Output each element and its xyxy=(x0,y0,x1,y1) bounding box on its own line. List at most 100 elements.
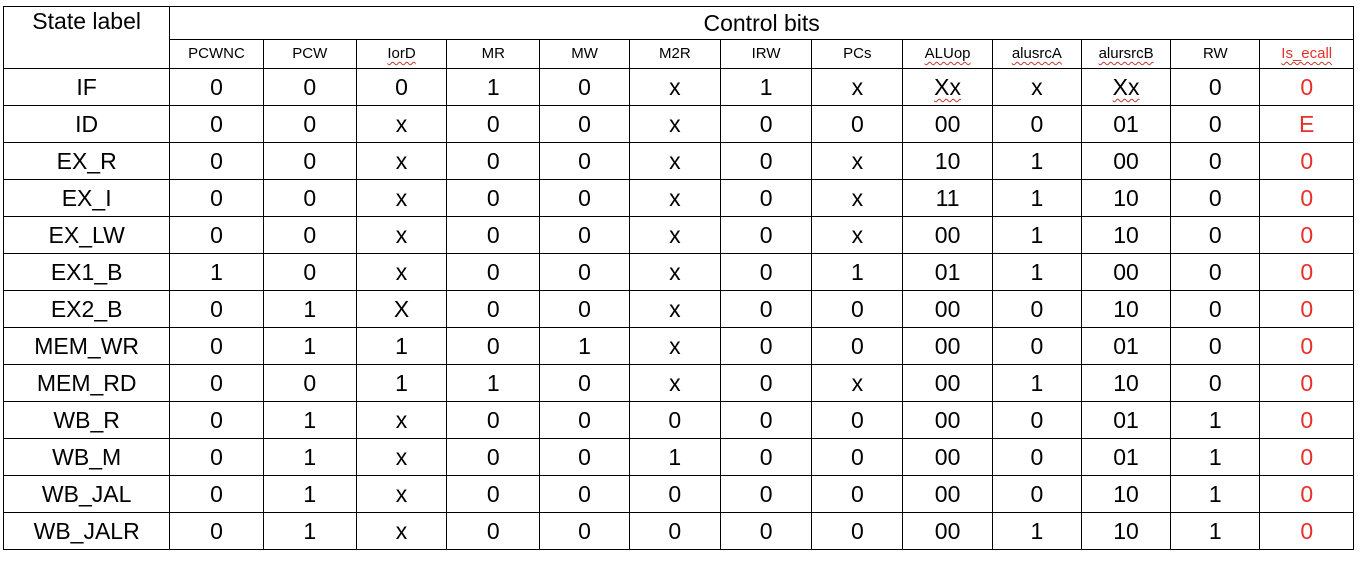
control-bit-cell: 0 xyxy=(446,401,541,439)
control-bit-value: 0 xyxy=(668,407,682,433)
state-label-cell: MEM_RD xyxy=(2,364,171,402)
control-bit-value: 1 xyxy=(1030,370,1044,396)
control-bit-value: 0 xyxy=(210,370,223,396)
column-header-label: Is_ecall xyxy=(1281,45,1333,62)
control-bit-cell: 0 xyxy=(991,438,1082,476)
control-bit-cell: x xyxy=(628,68,721,106)
control-bit-cell: 0 xyxy=(262,179,357,217)
control-bit-cell: 00 xyxy=(902,216,993,254)
control-bit-value: 00 xyxy=(934,481,961,507)
control-bit-value: x xyxy=(669,333,681,359)
control-bit-value: 0 xyxy=(578,185,591,211)
column-header-pcs: PCs xyxy=(811,39,904,69)
control-bit-cell: 0 xyxy=(1170,216,1261,254)
control-bit-cell: 0 xyxy=(446,142,541,180)
control-bit-value: 1 xyxy=(303,333,317,359)
control-bit-value: 1 xyxy=(486,74,500,100)
control-bit-cell: 01 xyxy=(902,253,993,291)
control-bit-value: 0 xyxy=(759,296,773,322)
control-bit-cell: 0 xyxy=(1259,68,1354,106)
control-bit-value: 0 xyxy=(1300,185,1314,211)
control-bit-value: 0 xyxy=(1208,296,1222,322)
control-bit-cell: 0 xyxy=(539,401,630,439)
control-bit-value: 0 xyxy=(850,444,864,470)
state-label-cell: WB_M xyxy=(2,438,171,476)
control-bit-value: Xx xyxy=(1112,74,1140,100)
control-bit-value: 1 xyxy=(1030,518,1044,544)
control-bit-cell: 0 xyxy=(991,401,1082,439)
control-bit-value: x xyxy=(1031,74,1043,100)
control-bit-cell: 0 xyxy=(169,142,264,180)
control-bit-cell: x xyxy=(628,179,721,217)
control-bit-value: 0 xyxy=(759,481,773,507)
control-bit-cell: 00 xyxy=(902,401,993,439)
column-header-mr: MR xyxy=(446,39,541,69)
control-bit-value: 0 xyxy=(668,481,682,507)
control-bit-cell: x xyxy=(811,179,904,217)
control-bit-cell: 0 xyxy=(169,512,264,550)
control-bit-value: 0 xyxy=(1300,518,1314,544)
control-bit-value: 0 xyxy=(486,185,500,211)
control-bit-cell: x xyxy=(811,216,904,254)
control-bit-value: 0 xyxy=(1300,296,1314,322)
control-bit-value: 1 xyxy=(1030,222,1044,248)
column-header-alursrcb: alursrcB xyxy=(1080,39,1172,69)
control-bit-cell: 0 xyxy=(719,290,813,328)
control-bit-cell: 0 xyxy=(991,475,1082,513)
control-bit-cell: 0 xyxy=(539,68,630,106)
control-bit-cell: 00 xyxy=(902,105,993,143)
control-bit-value: 0 xyxy=(759,518,773,544)
control-bit-value: 1 xyxy=(303,296,317,322)
control-bit-value: 0 xyxy=(1208,185,1222,211)
control-bit-value: 0 xyxy=(486,444,500,470)
control-bit-value: 0 xyxy=(578,296,591,322)
control-bit-cell: 0 xyxy=(811,512,904,550)
control-bit-cell: x xyxy=(628,216,721,254)
control-bit-value: 0 xyxy=(303,74,317,100)
control-bit-cell: x xyxy=(355,142,448,180)
control-bit-cell: 0 xyxy=(1259,216,1354,254)
control-bit-value: 01 xyxy=(1113,333,1139,359)
control-bit-value: 1 xyxy=(303,407,317,433)
control-bit-cell: 0 xyxy=(446,475,541,513)
control-bit-value: 0 xyxy=(1300,481,1314,507)
control-bit-value: 0 xyxy=(850,518,864,544)
control-bit-value: 1 xyxy=(486,370,500,396)
state-label-cell: EX_LW xyxy=(2,216,171,254)
control-bit-value: 0 xyxy=(210,333,223,359)
column-header-alusrca: alusrcA xyxy=(991,39,1082,69)
control-bit-value: 0 xyxy=(210,222,223,248)
control-bit-value: 01 xyxy=(1113,407,1139,433)
control-bit-value: 0 xyxy=(1208,74,1222,100)
control-bit-value: 0 xyxy=(395,74,408,100)
column-header-m2r: M2R xyxy=(628,39,721,69)
control-bit-value: x xyxy=(395,481,408,507)
control-bit-cell: 1 xyxy=(991,512,1082,550)
column-header-mw: MW xyxy=(539,39,630,69)
control-bit-value: 0 xyxy=(303,259,317,285)
control-bit-cell: 0 xyxy=(991,327,1082,365)
control-bit-value: 1 xyxy=(759,74,773,100)
control-bit-value: 00 xyxy=(934,296,961,322)
control-bit-cell: 0 xyxy=(169,438,264,476)
control-bit-value: 00 xyxy=(934,111,961,137)
control-bit-value: 0 xyxy=(759,148,773,174)
column-header-label: IorD xyxy=(387,45,416,62)
control-bit-value: x xyxy=(851,185,864,211)
control-bit-cell: 0 xyxy=(262,216,357,254)
control-bit-value: x xyxy=(395,407,408,433)
column-header-pcwnc: PCWNC xyxy=(169,39,264,69)
control-bit-cell: 0 xyxy=(262,105,357,143)
control-bit-value: 0 xyxy=(578,74,591,100)
column-header-label: ALUop xyxy=(924,45,971,62)
control-bit-value: 0 xyxy=(850,333,864,359)
control-bit-value: 0 xyxy=(210,148,223,174)
column-header-iord: IorD xyxy=(355,39,448,69)
control-bit-value: 0 xyxy=(1208,370,1222,396)
control-bit-cell: 0 xyxy=(1259,512,1354,550)
control-bit-cell: 1 xyxy=(262,290,357,328)
control-bit-cell: 0 xyxy=(169,290,264,328)
control-bit-value: 11 xyxy=(935,185,960,211)
control-bit-value: x xyxy=(669,111,681,137)
control-bit-cell: 0 xyxy=(539,512,630,550)
